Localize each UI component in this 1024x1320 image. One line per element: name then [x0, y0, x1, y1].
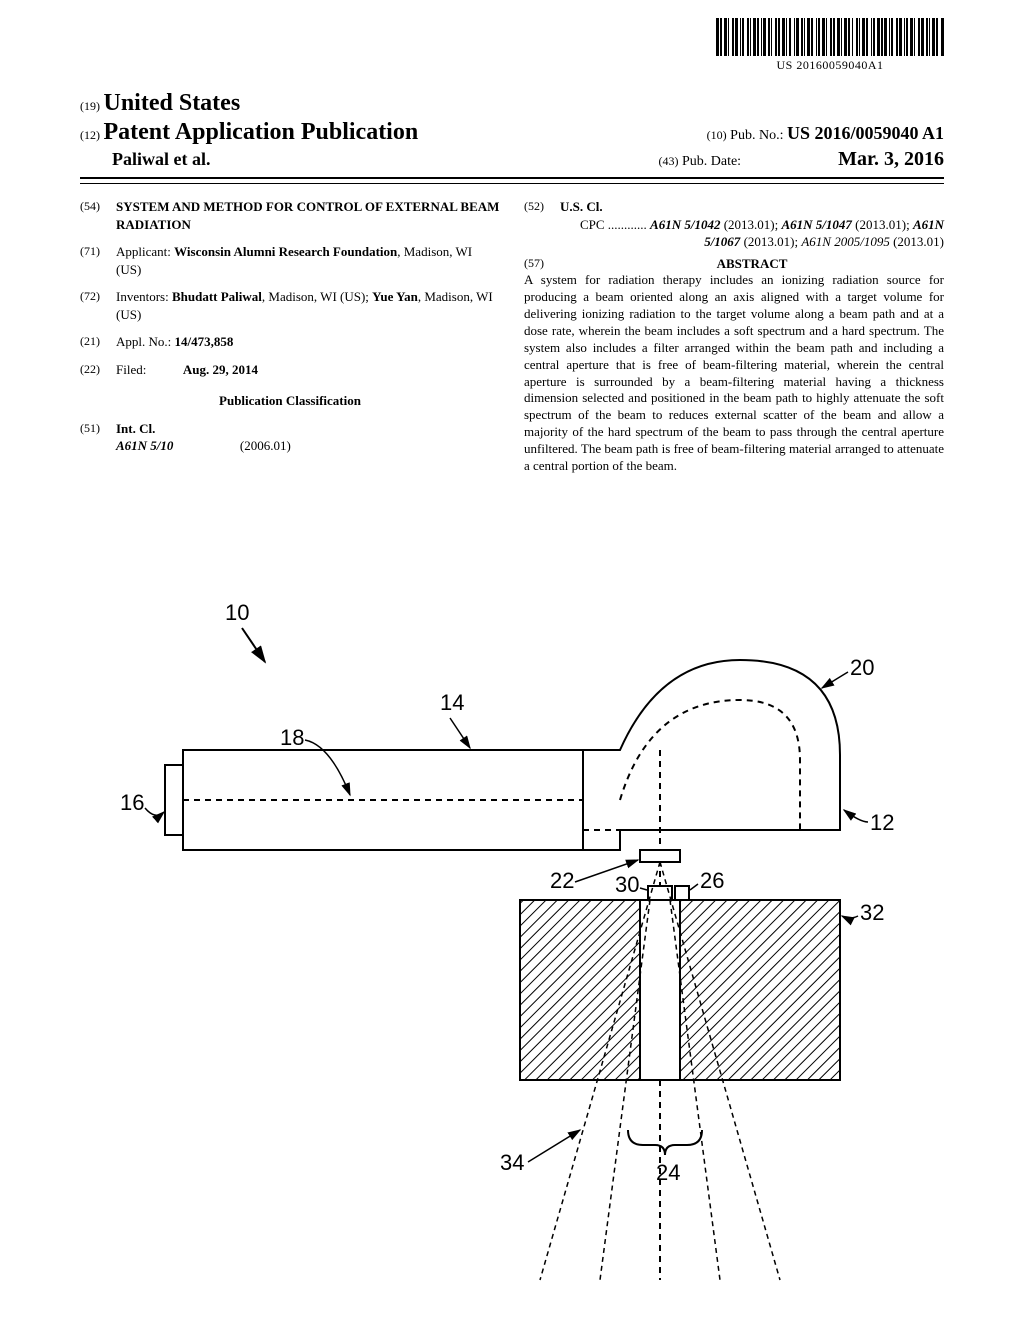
- fig-lead-16: [145, 808, 164, 815]
- field-21-num: (21): [80, 333, 116, 351]
- barcode-text: US 20160059040A1: [716, 58, 944, 73]
- abstract-label: ABSTRACT: [560, 255, 944, 273]
- field-52-label: U.S. Cl.: [560, 199, 603, 214]
- doc-type-line: (12) Patent Application Publication: [80, 119, 418, 146]
- field-21-label: Appl. No.:: [116, 334, 171, 349]
- field-21: (21) Appl. No.: 14/473,858: [80, 333, 500, 351]
- abstract-num: (57): [524, 255, 560, 273]
- field-72-label: Inventors:: [116, 289, 169, 304]
- header-rule-thick: [80, 177, 944, 179]
- field-52-c2: A61N 5/1047: [781, 217, 851, 232]
- field-51-date: (2006.01): [240, 438, 291, 453]
- pub-date-prefix: (43): [658, 154, 678, 168]
- fig-label-12: 12: [870, 810, 894, 835]
- field-51-body: Int. Cl. A61N 5/10 (2006.01): [116, 420, 500, 455]
- field-52-c4: A61N 2005/1095: [801, 234, 889, 249]
- fig-label-16: 16: [120, 790, 144, 815]
- fig-lead-14: [450, 718, 470, 748]
- fig-label-22: 22: [550, 868, 574, 893]
- pub-date-line: (43) Pub. Date: Mar. 3, 2016: [658, 148, 944, 171]
- field-52-d4: (2013.01): [890, 234, 944, 249]
- linac-body: [165, 750, 583, 850]
- field-52-c1: A61N 5/1042: [650, 217, 720, 232]
- fig-lead-26: [690, 884, 698, 890]
- field-71-body: Applicant: Wisconsin Alumni Research Fou…: [116, 243, 500, 278]
- field-71: (71) Applicant: Wisconsin Alumni Researc…: [80, 243, 500, 278]
- country-line: (19) United States: [80, 90, 944, 117]
- field-52-body: U.S. Cl. CPC ............ A61N 5/1042 (2…: [560, 198, 944, 251]
- field-52: (52) U.S. Cl. CPC ............ A61N 5/10…: [524, 198, 944, 251]
- field-52-d1: (2013.01);: [720, 217, 781, 232]
- field-51-label: Int. Cl.: [116, 421, 155, 436]
- field-72: (72) Inventors: Bhudatt Paliwal, Madison…: [80, 288, 500, 323]
- fig-label-30: 30: [615, 872, 639, 897]
- fig-label-32: 32: [860, 900, 884, 925]
- fig-label-18: 18: [280, 725, 304, 750]
- field-51: (51) Int. Cl. A61N 5/10 (2006.01): [80, 420, 500, 455]
- label-24-bracket: [628, 1130, 702, 1155]
- pub-no: US 2016/0059040 A1: [787, 123, 944, 143]
- abstract-header: (57) ABSTRACT: [524, 255, 944, 273]
- field-21-value: 14/473,858: [175, 334, 234, 349]
- header: (19) United States (12) Patent Applicati…: [80, 90, 944, 184]
- field-52-d3: (2013.01);: [740, 234, 801, 249]
- field-22-label: Filed:: [116, 362, 146, 377]
- fig-lead-34: [528, 1130, 580, 1162]
- pub-date: Mar. 3, 2016: [838, 148, 944, 170]
- field-72-name2: Yue Yan: [372, 289, 418, 304]
- publication-classification: Publication Classification: [80, 392, 500, 410]
- barcode-block: US 20160059040A1: [716, 18, 944, 73]
- field-21-body: Appl. No.: 14/473,858: [116, 333, 500, 351]
- field-71-applicant: Wisconsin Alumni Research Foundation: [174, 244, 397, 259]
- field-51-code: A61N 5/10: [116, 438, 173, 453]
- field-22-body: Filed: Aug. 29, 2014: [116, 361, 500, 379]
- country-prefix: (19): [80, 99, 100, 113]
- fig-label-26: 26: [700, 868, 724, 893]
- doc-type: Patent Application Publication: [104, 119, 419, 145]
- fig-label-20: 20: [850, 655, 874, 680]
- field-22-value: Aug. 29, 2014: [183, 362, 258, 377]
- fig-lead-32: [842, 916, 858, 918]
- header-rule-thin: [80, 183, 944, 184]
- author-line: Paliwal et al.: [80, 149, 210, 170]
- field-51-num: (51): [80, 420, 116, 455]
- field-54-num: (54): [80, 198, 116, 233]
- field-22-num: (22): [80, 361, 116, 379]
- filter-block: [520, 886, 840, 1080]
- part-22: [640, 850, 680, 862]
- patent-figure: 10 14 18: [120, 590, 900, 1290]
- field-22: (22) Filed: Aug. 29, 2014: [80, 361, 500, 379]
- field-52-cpc-label: CPC ............: [580, 217, 647, 232]
- fig-lead-12: [844, 810, 868, 822]
- field-72-num: (72): [80, 288, 116, 323]
- pub-date-label: Pub. Date:: [682, 154, 741, 169]
- doc-type-prefix: (12): [80, 128, 100, 142]
- field-71-label: Applicant:: [116, 244, 171, 259]
- fig-lead-30: [640, 888, 647, 890]
- field-72-loc1: , Madison, WI (US);: [262, 289, 369, 304]
- abstract-body: A system for radiation therapy includes …: [524, 272, 944, 475]
- pub-no-line: (10) Pub. No.: US 2016/0059040 A1: [707, 123, 944, 144]
- field-52-num: (52): [524, 198, 560, 251]
- fig-arrow-10: [242, 628, 265, 662]
- fig-label-34: 34: [500, 1150, 524, 1175]
- field-72-body: Inventors: Bhudatt Paliwal, Madison, WI …: [116, 288, 500, 323]
- fig-label-10: 10: [225, 600, 249, 625]
- fig-label-14: 14: [440, 690, 464, 715]
- field-52-d2: (2013.01);: [852, 217, 913, 232]
- fig-lead-20: [822, 672, 848, 688]
- field-71-num: (71): [80, 243, 116, 278]
- field-54-title: SYSTEM AND METHOD FOR CONTROL OF EXTERNA…: [116, 198, 500, 233]
- pub-no-label: Pub. No.:: [730, 128, 783, 143]
- biblio-columns: (54) SYSTEM AND METHOD FOR CONTROL OF EX…: [80, 198, 944, 475]
- fig-label-24: 24: [656, 1160, 680, 1185]
- left-column: (54) SYSTEM AND METHOD FOR CONTROL OF EX…: [80, 198, 500, 475]
- field-54: (54) SYSTEM AND METHOD FOR CONTROL OF EX…: [80, 198, 500, 233]
- country-name: United States: [104, 90, 241, 116]
- right-column: (52) U.S. Cl. CPC ............ A61N 5/10…: [524, 198, 944, 475]
- field-72-name1: Bhudatt Paliwal: [172, 289, 262, 304]
- barcode: [716, 18, 944, 56]
- pub-no-prefix: (10): [707, 128, 727, 142]
